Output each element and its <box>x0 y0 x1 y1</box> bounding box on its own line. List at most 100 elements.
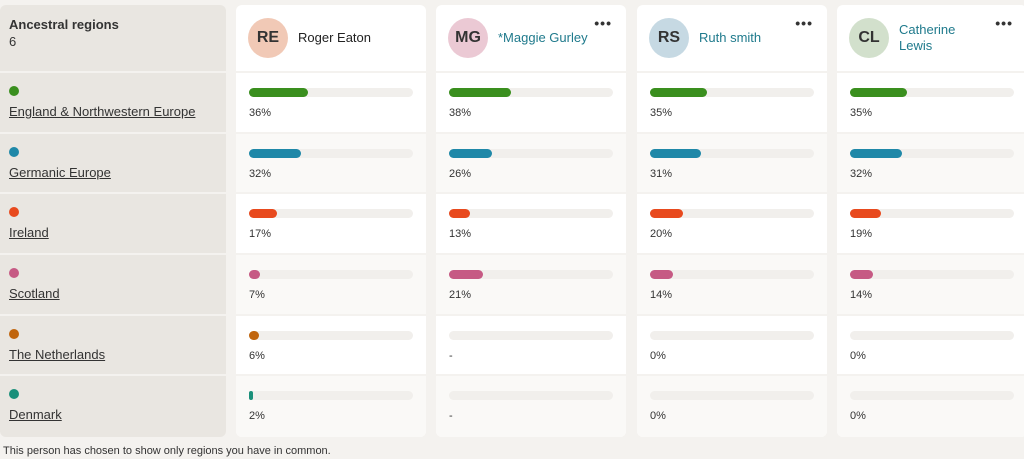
region-percentage-cell: 36% <box>236 73 426 134</box>
percentage-label: 0% <box>650 349 666 362</box>
region-percentage-cell: 0% <box>837 316 1024 377</box>
percentage-bar-track <box>449 88 613 97</box>
person-name[interactable]: *Maggie Gurley <box>498 30 588 45</box>
more-options-icon[interactable]: ••• <box>795 15 813 31</box>
percentage-bar-fill <box>650 209 683 219</box>
percentage-bar-track <box>449 209 613 219</box>
region-percentage-cell: 7% <box>236 255 426 316</box>
percentage-bar-track <box>449 391 613 401</box>
percentage-label: 14% <box>850 289 873 302</box>
percentage-bar-track <box>850 330 1014 340</box>
person-name[interactable]: Ruth smith <box>699 30 762 45</box>
region-color-dot <box>9 207 19 218</box>
region-color-dot <box>9 328 19 339</box>
region-link[interactable]: The Netherlands <box>9 346 106 362</box>
region-color-dot <box>9 268 19 279</box>
person-header: CL Catherine Lewis ••• <box>837 5 1024 73</box>
region-row: England & Northwestern Europe <box>0 73 226 134</box>
person-column: RS Ruth smith ••• 35% 31% 20% 14% 0% 0% <box>637 5 827 437</box>
region-percentage-cell: 0% <box>637 316 827 377</box>
percentage-bar-track <box>650 88 814 97</box>
percentage-bar-track <box>850 88 1014 97</box>
percentage-label: 26% <box>449 167 472 180</box>
avatar[interactable]: CL <box>849 18 889 58</box>
region-link[interactable]: Denmark <box>9 407 62 423</box>
percentage-bar-track <box>249 270 413 280</box>
region-percentage-cell: 13% <box>436 194 626 256</box>
percentage-bar-track <box>249 88 413 97</box>
percentage-label: 32% <box>249 167 272 180</box>
region-percentage-cell: 21% <box>436 255 626 316</box>
region-color-dot <box>9 86 19 96</box>
percentage-label: 35% <box>850 107 873 119</box>
region-percentage-cell: 35% <box>637 73 827 134</box>
percentage-label: 32% <box>850 167 873 180</box>
person-name[interactable]: Catherine Lewis <box>899 22 956 53</box>
percentage-bar-track <box>850 209 1014 219</box>
percentage-bar-track <box>650 148 814 158</box>
percentage-label: - <box>449 349 453 362</box>
percentage-bar-fill <box>850 270 873 280</box>
percentage-label: 20% <box>650 228 673 241</box>
region-percentage-cell: 32% <box>236 133 426 195</box>
percentage-bar-fill <box>650 270 673 280</box>
percentage-label: - <box>449 410 453 423</box>
region-link[interactable]: Germanic Europe <box>9 164 111 180</box>
percentage-label: 0% <box>850 349 866 362</box>
region-color-dot <box>9 146 19 157</box>
region-percentage-cell: 35% <box>837 73 1024 134</box>
percentage-bar-track <box>850 391 1014 401</box>
percentage-bar-track <box>650 209 814 219</box>
region-row: Germanic Europe <box>0 134 226 195</box>
person-column: CL Catherine Lewis ••• 35% 32% 19% 14% 0% 0% <box>837 5 1024 437</box>
percentage-label: 13% <box>449 228 472 241</box>
more-options-icon[interactable]: ••• <box>594 15 612 31</box>
avatar[interactable]: MG <box>448 18 488 58</box>
percentage-bar-track <box>850 270 1014 280</box>
percentage-label: 17% <box>249 228 272 241</box>
avatar[interactable]: RE <box>248 18 288 58</box>
region-link[interactable]: Scotland <box>9 286 60 302</box>
person-header: MG *Maggie Gurley ••• <box>436 5 626 73</box>
percentage-label: 14% <box>650 289 673 302</box>
region-link[interactable]: England & Northwestern Europe <box>9 104 196 119</box>
regions-title: Ancestral regions <box>9 17 119 32</box>
percentage-bar-track <box>449 330 613 340</box>
percentage-bar-track <box>449 148 613 158</box>
region-percentage-cell: 26% <box>436 133 626 195</box>
region-row: Denmark <box>0 376 226 437</box>
percentage-bar-track <box>650 270 814 280</box>
region-percentage-cell: 19% <box>837 194 1024 256</box>
percentage-bar-fill <box>249 270 260 280</box>
region-percentage-cell: 2% <box>236 376 426 437</box>
percentage-label: 6% <box>249 349 265 362</box>
percentage-bar-fill <box>650 88 707 97</box>
percentage-label: 38% <box>449 107 472 119</box>
regions-count: 6 <box>9 34 17 49</box>
percentage-bar-fill <box>449 270 483 280</box>
region-link[interactable]: Ireland <box>9 225 49 241</box>
region-row: The Netherlands <box>0 316 226 377</box>
person-header: RS Ruth smith ••• <box>637 5 827 73</box>
percentage-bar-fill <box>249 209 277 219</box>
percentage-bar-fill <box>449 88 511 97</box>
avatar[interactable]: RS <box>649 18 689 58</box>
percentage-bar-track <box>650 330 814 340</box>
percentage-label: 19% <box>850 228 873 241</box>
percentage-label: 35% <box>650 107 673 119</box>
percentage-label: 2% <box>249 410 265 423</box>
region-percentage-cell: 0% <box>837 376 1024 437</box>
region-percentage-cell: 31% <box>637 133 827 195</box>
percentage-bar-fill <box>650 148 701 158</box>
percentage-bar-track <box>249 209 413 219</box>
percentage-bar-track <box>249 330 413 340</box>
percentage-bar-fill <box>449 148 492 158</box>
percentage-bar-fill <box>449 209 470 219</box>
percentage-bar-track <box>850 148 1014 158</box>
percentage-label: 0% <box>850 410 866 423</box>
more-options-icon[interactable]: ••• <box>995 15 1013 31</box>
region-percentage-cell: 14% <box>637 255 827 316</box>
percentage-label: 0% <box>650 410 666 423</box>
region-percentage-cell: 32% <box>837 133 1024 195</box>
percentage-bar-fill <box>249 330 259 340</box>
